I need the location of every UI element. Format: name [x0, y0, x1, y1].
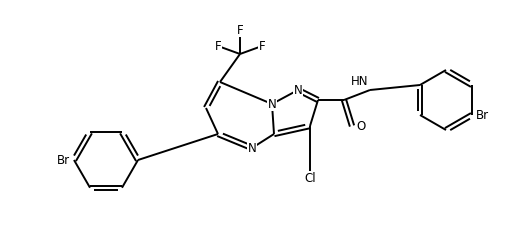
- Text: N: N: [268, 98, 277, 110]
- Text: F: F: [237, 24, 244, 36]
- Text: N: N: [248, 142, 256, 154]
- Text: Br: Br: [57, 154, 70, 167]
- Text: N: N: [294, 84, 302, 96]
- Text: Cl: Cl: [304, 172, 316, 184]
- Text: F: F: [215, 40, 221, 53]
- Text: Br: Br: [476, 109, 489, 122]
- Text: F: F: [259, 40, 265, 53]
- Text: HN: HN: [350, 75, 368, 88]
- Text: O: O: [356, 119, 365, 133]
